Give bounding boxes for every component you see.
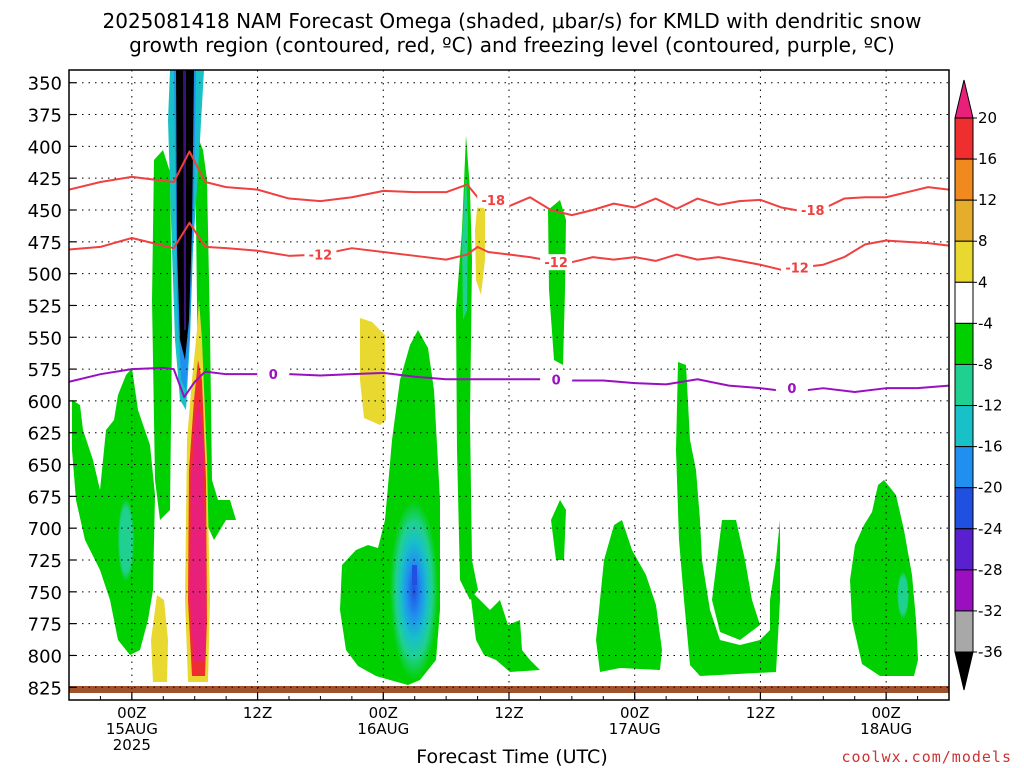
colorbar-swatch <box>954 117 974 160</box>
colorbar-swatch <box>954 322 974 365</box>
y-tick-label-400: 400 <box>28 137 62 158</box>
colorbar-label--12: -12 <box>978 397 1003 415</box>
y-tick-label-700: 700 <box>28 519 62 540</box>
y-axis: 350 375 400 425 450 475 500 525 550 575 600 625 650 6… <box>28 74 76 699</box>
colorbar-swatch <box>954 240 974 283</box>
contour-label-bg <box>540 371 573 388</box>
y-tick-label-550: 550 <box>28 328 62 349</box>
x-tick-label: 2025 <box>113 736 151 754</box>
y-tick-label-800: 800 <box>28 646 62 667</box>
contour-label--18: -18 <box>801 204 825 219</box>
x-axis-label: Forecast Time (UTC) <box>416 746 608 768</box>
omega-shading <box>72 70 918 685</box>
contour-label-bg <box>477 191 510 208</box>
colorbar-label--24: -24 <box>978 520 1003 538</box>
x-tick-label: 12Z <box>494 704 523 722</box>
colorbar-swatch <box>954 528 974 571</box>
y-tick-label-450: 450 <box>28 201 62 222</box>
gridlines <box>69 70 949 700</box>
colorbar-label-8: 8 <box>978 232 988 250</box>
colorbar-label--4: -4 <box>978 314 993 332</box>
y-tick-label-825: 825 <box>28 678 62 699</box>
chart-title-line-1: 2025081418 NAM Forecast Omega (shaded, μ… <box>102 9 922 33</box>
x-tick-label: 17AUG <box>609 720 661 738</box>
y-tick-label-375: 375 <box>28 106 62 127</box>
colorbar-label--28: -28 <box>978 561 1003 579</box>
colorbar-label-20: 20 <box>978 109 997 127</box>
colorbar-swatch <box>954 281 974 324</box>
contour-label--12: -12 <box>309 249 333 264</box>
colorbar-label--36: -36 <box>978 643 1003 661</box>
x-tick-label: 16AUG <box>357 720 409 738</box>
y-tick-label-750: 750 <box>28 583 62 604</box>
y-tick-label-650: 650 <box>28 456 62 477</box>
contour-label-0: 0 <box>787 382 796 397</box>
ground-surface <box>69 686 949 693</box>
omega-region-15aug-green-tower <box>152 150 172 520</box>
y-tick-label-475: 475 <box>28 233 62 254</box>
x-tick-label: 15AUG <box>106 720 158 738</box>
colorbar: 20 16 12 8 4 -4 -8 -12 -16 -20 -24 -28 -32 -36 <box>954 79 1003 691</box>
contour-label-0: 0 <box>269 368 278 383</box>
omega-region-16aug-descent <box>360 318 386 425</box>
contour-label--12: -12 <box>544 256 568 271</box>
colorbar-bottom-arrow <box>954 651 974 691</box>
colorbar-swatch <box>954 487 974 530</box>
colorbar-label--16: -16 <box>978 438 1003 456</box>
contour-label-0: 0 <box>552 373 561 388</box>
site-credit: coolwx.com/models <box>841 748 1012 766</box>
x-tick-label: 00Z <box>369 704 398 722</box>
colorbar-swatch <box>954 199 974 242</box>
x-tick-label: 00Z <box>620 704 649 722</box>
colorbar-label-4: 4 <box>978 273 988 291</box>
colorbar-label-12: 12 <box>978 191 997 209</box>
contour-label-bg <box>775 380 808 397</box>
y-tick-label-625: 625 <box>28 424 62 445</box>
colorbar-top-arrow <box>954 79 974 119</box>
colorbar-label--20: -20 <box>978 479 1003 497</box>
colorbar-label-16: 16 <box>978 150 997 168</box>
y-tick-label-575: 575 <box>28 360 62 381</box>
contour-label-bg <box>796 202 829 218</box>
colorbar-swatch <box>954 363 974 407</box>
y-tick-label-725: 725 <box>28 551 62 572</box>
colorbar-swatch <box>954 569 974 612</box>
y-tick-label-350: 350 <box>28 74 62 95</box>
colorbar-label--8: -8 <box>978 355 993 373</box>
contour-label--18: -18 <box>482 194 506 209</box>
colorbar-swatch <box>954 158 974 201</box>
contour-label--12: -12 <box>785 261 809 276</box>
contour-label-bg <box>781 259 814 276</box>
x-tick-label: 00Z <box>117 704 146 722</box>
x-tick-label: 00Z <box>871 704 900 722</box>
contour-label-bg <box>540 254 573 271</box>
colorbar-swatch <box>954 405 974 448</box>
contour-label-bg <box>304 246 337 263</box>
contour-labels: -18 -18 -12 -12 -12 0 0 0 <box>257 191 829 397</box>
x-tick-label: 12Z <box>746 704 775 722</box>
colorbar-swatch <box>954 446 974 489</box>
y-tick-label-425: 425 <box>28 169 62 190</box>
y-tick-label-500: 500 <box>28 265 62 286</box>
x-tick-label: 12Z <box>243 704 272 722</box>
contour-label-bg <box>257 366 290 383</box>
y-tick-label-775: 775 <box>28 615 62 636</box>
x-tick-label: 18AUG <box>860 720 912 738</box>
y-tick-label-675: 675 <box>28 487 62 508</box>
y-tick-label-600: 600 <box>28 392 62 413</box>
y-tick-label-525: 525 <box>28 296 62 317</box>
colorbar-label--32: -32 <box>978 602 1003 620</box>
chart-title-line-2: growth region (contoured, red, ºC) and f… <box>129 33 895 57</box>
colorbar-swatch <box>954 610 974 653</box>
